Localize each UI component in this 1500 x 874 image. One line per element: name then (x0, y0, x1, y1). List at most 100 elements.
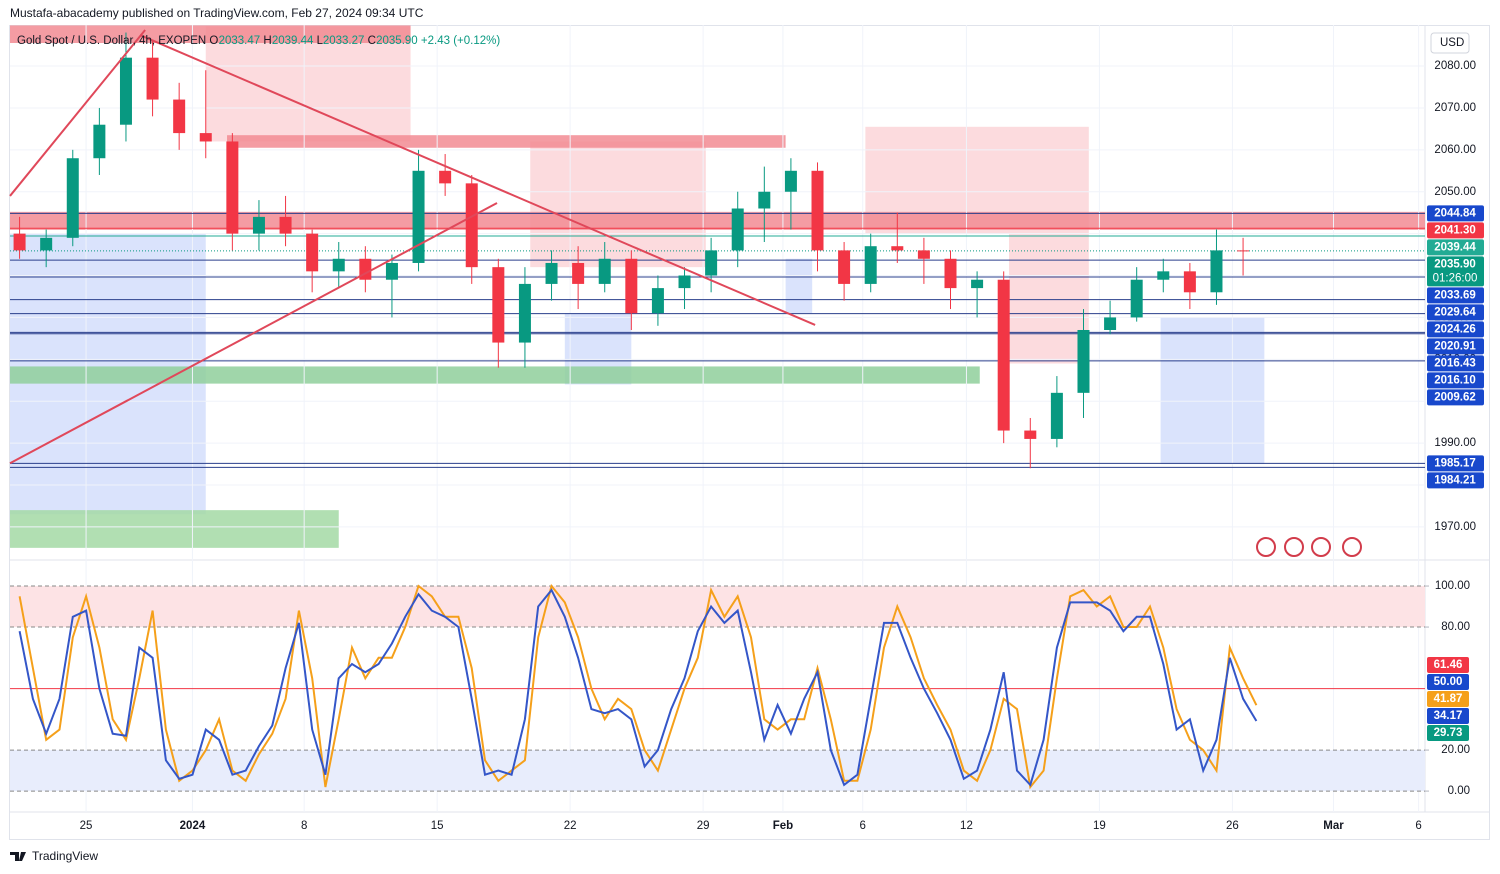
ohlc-value: 2033.27 (323, 35, 365, 47)
y-tick-label: 0.00 (1448, 785, 1470, 797)
candle-body (412, 170, 425, 263)
price-badge-label: 2035.90 (1434, 258, 1476, 270)
price-badge (1427, 287, 1484, 304)
candle-body (997, 279, 1010, 431)
candle-body (1183, 271, 1196, 293)
candle-body (199, 133, 212, 142)
symbol-legend: Gold Spot / U.S. Dollar, 4h, EXOPEN O 20… (17, 35, 500, 47)
event-icon[interactable] (1342, 537, 1362, 557)
y-tick-label: 100.00 (1435, 580, 1470, 592)
price-badge-label: 2041.30 (1434, 224, 1476, 236)
price-badge (1427, 205, 1484, 222)
candle-body (758, 191, 771, 209)
candle-body (731, 208, 744, 251)
price-badge-label: 2033.69 (1434, 289, 1476, 301)
zone (205, 26, 411, 142)
zone (10, 25, 411, 44)
trendline (9, 29, 146, 197)
trendline (9, 202, 498, 465)
ohlc-value: 2039.44 (272, 35, 314, 47)
candle-body (1050, 392, 1063, 439)
symbol-title: Gold Spot / U.S. Dollar, 4h, EXOPEN (17, 35, 206, 47)
event-icon[interactable] (1256, 537, 1276, 557)
price-badge (1427, 455, 1484, 472)
osc-badge (1427, 674, 1469, 690)
x-tick-label: Mar (1323, 820, 1344, 832)
candle-body (838, 250, 851, 284)
candle-body (173, 99, 186, 134)
osc-badge-label: 34.17 (1434, 710, 1463, 722)
candle-body (678, 275, 691, 289)
candle-body (146, 57, 159, 100)
x-tick-label: 6 (860, 820, 866, 832)
price-badge (1427, 321, 1484, 338)
price-badge (1427, 304, 1484, 321)
candle-body (545, 262, 558, 284)
candle-body (971, 279, 984, 289)
candle-body (944, 258, 957, 289)
candle-body (625, 258, 638, 314)
candle-body (598, 258, 611, 284)
candle-body (651, 288, 664, 314)
candle-body (332, 258, 345, 272)
candle-body (439, 170, 452, 184)
x-tick-label: Feb (773, 820, 793, 832)
price-badge (1427, 372, 1484, 389)
ohlc-key: L (317, 35, 324, 47)
price-badge (1427, 338, 1484, 355)
candle-body (1104, 317, 1117, 330)
osc-badge (1427, 725, 1469, 741)
y-tick-label: 1990.00 (1434, 437, 1476, 449)
zone (1009, 233, 1089, 364)
event-icon[interactable] (1311, 537, 1331, 557)
candle-body (279, 216, 292, 234)
candle-body (864, 246, 877, 284)
candle-body (1237, 250, 1250, 252)
price-badge-label: 2029.64 (1434, 306, 1476, 318)
candle-body (465, 183, 478, 268)
candle-body (811, 170, 824, 251)
osc-band (10, 750, 1425, 792)
x-tick-label: 6 (1415, 820, 1421, 832)
candle-body (572, 262, 585, 284)
publish-header: Mustafa-abacademy published on TradingVi… (10, 6, 424, 20)
countdown: 01:26:00 (1433, 272, 1478, 284)
zone (227, 135, 786, 148)
candle-body (40, 237, 53, 251)
currency: USD (1440, 37, 1464, 49)
ohlc-value: 2035.90 (376, 35, 418, 47)
price-badge-label: 2009.62 (1434, 391, 1476, 403)
x-tick-label: 15 (431, 820, 444, 832)
x-tick-label: 2024 (180, 820, 206, 832)
ohlc-key: C (368, 35, 376, 47)
change-pct: (+0.12%) (453, 35, 500, 47)
zone (10, 366, 980, 384)
trendline (139, 34, 816, 326)
price-badge (1427, 355, 1484, 372)
price-badge-label: 2016.10 (1434, 374, 1476, 386)
brand-name: TradingView (32, 849, 98, 863)
candle-body (306, 233, 319, 272)
ohlc-value: 2033.47 (219, 35, 261, 47)
zone (10, 510, 339, 548)
y-tick-label: 2050.00 (1434, 186, 1476, 198)
candle-body (119, 57, 132, 125)
candle-body (93, 124, 106, 159)
price-badge (1427, 256, 1484, 287)
price-badge-label: 2024.26 (1434, 323, 1476, 335)
zone (1160, 317, 1265, 465)
price-badge-label: 1984.21 (1434, 474, 1476, 486)
currency-button[interactable] (1430, 32, 1470, 54)
x-tick-label: 25 (80, 820, 93, 832)
osc-badge-label: 61.46 (1434, 659, 1463, 671)
osc-badge-label: 50.00 (1434, 676, 1463, 688)
event-icons (1256, 537, 1362, 557)
x-tick-label: 29 (697, 820, 710, 832)
price-badge (1427, 389, 1484, 406)
candle-body (518, 283, 531, 343)
candle-body (226, 141, 239, 234)
price-badge-label: 1985.17 (1434, 457, 1476, 469)
zone (785, 258, 813, 314)
event-icon[interactable] (1284, 537, 1304, 557)
osc-badge (1427, 657, 1469, 673)
